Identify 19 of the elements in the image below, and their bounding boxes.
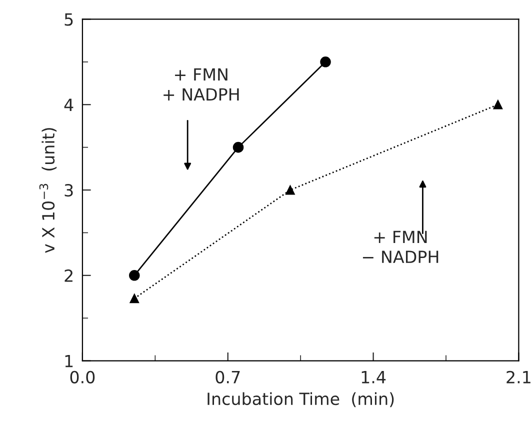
point [130,294,140,304]
x-tick-label: 0.0 [70,370,95,384]
y-tick-label: 5 [64,13,73,26]
y-tick-label: 3 [64,184,73,197]
x-tick-label: 1.4 [362,371,386,384]
y-axis-title: v X 10$^{−3}$ (unit) [39,128,57,253]
y-tick-label: 1 [65,354,73,368]
y-tick-label: 4 [64,98,74,111]
x-tick-label: 0.7 [216,370,240,384]
point [493,100,503,110]
point [286,185,295,195]
point [320,56,331,68]
x-tick-label: 2.1 [506,370,530,384]
y-tick-label: 2 [64,269,72,282]
x-axis-title: Incubation Time (min) [208,392,394,408]
point [129,270,140,281]
annotation: + FMN − NADPH [362,230,438,263]
annotation: + FMN + NADPH [164,68,239,100]
point [232,142,244,153]
